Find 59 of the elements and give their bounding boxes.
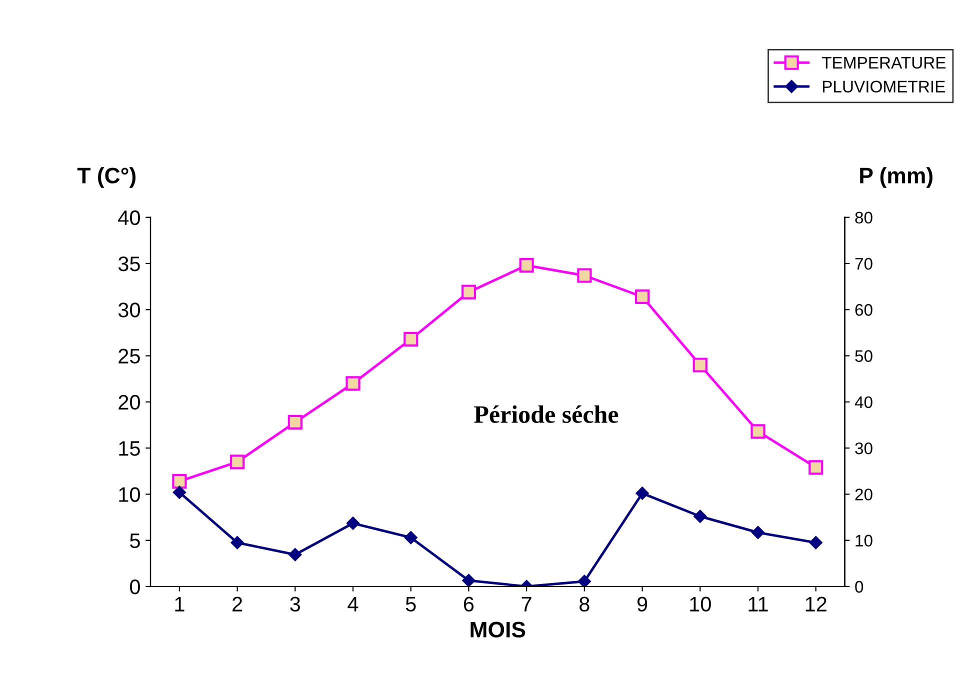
legend-label: PLUVIOMETRIE: [822, 80, 945, 93]
annotation: Période séche: [474, 405, 618, 423]
y-tick-label: 35: [118, 256, 140, 272]
y2-tick-label: 10: [856, 534, 872, 547]
point: [346, 376, 360, 391]
y2-tick-label: 60: [855, 304, 872, 316]
x-tick-label: 7: [522, 596, 532, 612]
point: [172, 474, 187, 489]
x-tick-label: 6: [464, 596, 474, 612]
point: [346, 516, 360, 530]
point: [694, 510, 707, 523]
point: [404, 531, 418, 544]
y2-tick-label: 0: [855, 580, 864, 593]
point: [578, 574, 592, 586]
y-tick-label: 40: [118, 210, 140, 226]
x-axis-title: MOIS: [470, 622, 526, 638]
point: [462, 574, 476, 586]
y-tick-label: 20: [118, 394, 140, 410]
y-tick-label: 30: [118, 302, 140, 318]
y-tick-label: 25: [118, 348, 140, 364]
x-tick-label: 4: [348, 596, 358, 612]
y-tick-label: 5: [130, 534, 140, 548]
point: [808, 460, 824, 475]
y-axis-title: T (C°): [77, 167, 136, 188]
x-tick-label: 11: [748, 596, 768, 612]
x-tick-label: 2: [232, 596, 242, 612]
y2-tick-label: 30: [855, 442, 872, 454]
point: [172, 486, 186, 499]
point: [288, 414, 302, 430]
point: [750, 424, 766, 439]
x-tick-label: 3: [290, 596, 300, 612]
y2-tick-label: 80: [855, 212, 872, 224]
y2-tick-label: 70: [855, 258, 872, 270]
y2-tick-label: 20: [855, 488, 872, 500]
x-tick-label: 12: [806, 596, 826, 612]
point: [634, 289, 650, 304]
y2-tick-label: 40: [854, 396, 872, 408]
point: [751, 526, 765, 540]
x-tick-label: 8: [580, 596, 590, 612]
point: [636, 486, 649, 500]
point: [230, 536, 244, 550]
point: [288, 548, 302, 562]
x-tick-label: 10: [690, 596, 711, 612]
x-tick-label: 9: [637, 596, 648, 612]
y-tick-label: 0: [130, 580, 140, 594]
y2-tick-label: 50: [855, 350, 872, 362]
point: [577, 268, 592, 283]
point: [519, 258, 534, 273]
point: [692, 358, 708, 372]
y2-axis-title: P (mm): [860, 167, 932, 188]
x-tick-label: 1: [175, 596, 184, 612]
point: [809, 536, 822, 550]
y-tick-label: 15: [119, 441, 140, 456]
legend-label: TEMPERATURE: [822, 57, 946, 69]
point: [461, 284, 476, 300]
point: [404, 332, 418, 346]
y-tick-label: 10: [119, 487, 140, 502]
point: [230, 454, 245, 470]
x-tick-label: 5: [406, 596, 416, 612]
